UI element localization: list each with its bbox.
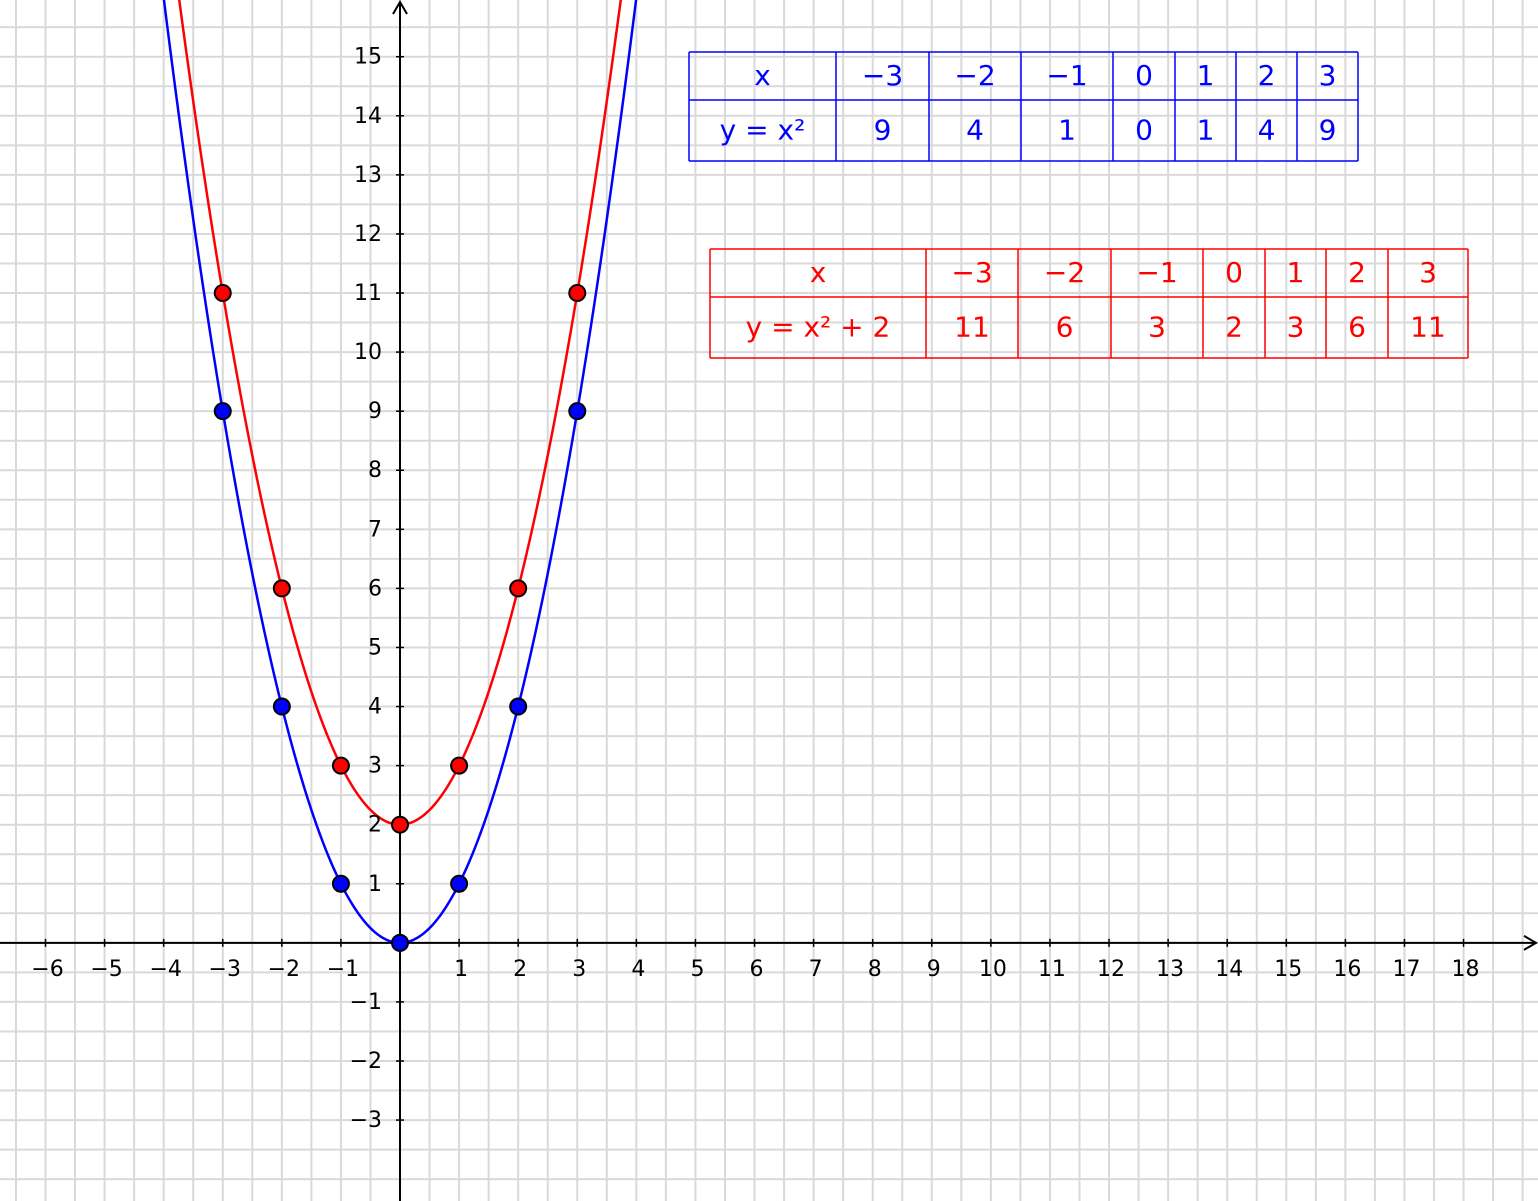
x-tick-label: 18 (1452, 957, 1480, 982)
table-cell: 0 (1135, 59, 1153, 92)
curves (162, 0, 638, 945)
x-tick-label: 10 (979, 957, 1007, 982)
table-cell: 3 (1287, 311, 1305, 344)
y-tick-label: 4 (368, 695, 382, 720)
y-tick-label: 2 (368, 813, 382, 838)
point (272, 579, 291, 598)
table-cell: 3 (1319, 59, 1337, 92)
table: x −3 −2 −1 0 1 2 3 y = x² + 2 11 6 3 2 3 6 11 (709, 248, 1469, 359)
table-cell: y = x² + 2 (746, 311, 891, 344)
table-cell: 9 (874, 114, 892, 147)
table-cell: 1 (1058, 114, 1076, 147)
point (568, 284, 587, 303)
table-cell: 1 (1197, 59, 1215, 92)
table-cell: −1 (1136, 256, 1177, 289)
x-tick-label: 16 (1333, 957, 1361, 982)
y-tick-label: 12 (354, 222, 382, 247)
y-tick-label: 10 (354, 340, 382, 365)
x-tick-label: 1 (454, 957, 468, 982)
table: x −3 −2 −1 0 1 2 3 y = x² 9 4 1 0 1 4 9 (688, 51, 1359, 162)
y-tick-label: 13 (354, 163, 382, 188)
table-cell: 9 (1319, 114, 1337, 147)
x-tick-label: 7 (809, 957, 823, 982)
point (272, 697, 291, 716)
y-tick-label: −3 (350, 1108, 382, 1133)
y-tick-label: 15 (354, 45, 382, 70)
point (568, 402, 587, 421)
table-cell: −2 (1044, 256, 1085, 289)
point (509, 579, 528, 598)
table-cell: 4 (1258, 114, 1276, 147)
y-tick-label: −2 (350, 1049, 382, 1074)
x-tick-label: −4 (149, 957, 181, 982)
x-tick-label: 9 (927, 957, 941, 982)
table-cell: x (810, 256, 827, 289)
y-tick-label: 5 (368, 635, 382, 660)
y-tick-label: −1 (350, 990, 382, 1015)
x-tick-label: 6 (750, 957, 764, 982)
curve (162, 0, 638, 945)
table-cell: 11 (1410, 311, 1446, 344)
point (213, 284, 232, 303)
table-cell: 2 (1258, 59, 1276, 92)
y-axis-arrow (392, 0, 408, 15)
x-tick-label: 17 (1392, 957, 1420, 982)
table-cell: −2 (954, 59, 995, 92)
table-cell: x (754, 59, 771, 92)
table-cell: 11 (954, 311, 990, 344)
point (509, 697, 528, 716)
table-cell: 3 (1419, 256, 1437, 289)
x-tick-label: −1 (327, 957, 359, 982)
x-tick-label: 2 (513, 957, 527, 982)
table-cell: 1 (1197, 114, 1215, 147)
point (331, 874, 350, 893)
table-cell: 2 (1348, 256, 1366, 289)
table-cell: −3 (951, 256, 992, 289)
table-cell: 0 (1225, 256, 1243, 289)
x-tick-label: −5 (90, 957, 122, 982)
x-tick-label: 12 (1097, 957, 1125, 982)
y-tick-label: 9 (368, 399, 382, 424)
x-tick-label: 4 (631, 957, 645, 982)
x-axis-arrow (1523, 934, 1538, 951)
table-cell: 6 (1348, 311, 1366, 344)
point (450, 756, 469, 775)
x-tick-label: 13 (1156, 957, 1184, 982)
point (331, 756, 350, 775)
table-cell: 2 (1225, 311, 1243, 344)
x-tick-label: 14 (1215, 957, 1243, 982)
point (213, 402, 232, 421)
table-cell: 4 (966, 114, 984, 147)
x-tick-label: 15 (1274, 957, 1302, 982)
y-tick-label: 7 (368, 517, 382, 542)
y-tick-label: 1 (368, 872, 382, 897)
curve (177, 0, 623, 826)
y-tick-label: 14 (354, 104, 382, 129)
y-tick-label: 11 (354, 281, 382, 306)
y-tick-label: 8 (368, 458, 382, 483)
point (391, 933, 410, 952)
y-tick-label: 6 (368, 576, 382, 601)
table-cell: 3 (1148, 311, 1166, 344)
x-tick-label: 11 (1038, 957, 1066, 982)
point (450, 874, 469, 893)
table-cell: 1 (1287, 256, 1305, 289)
x-tick-label: 8 (868, 957, 882, 982)
y-tick-label: 3 (368, 754, 382, 779)
x-tick-label: −6 (31, 957, 63, 982)
x-tick-label: −2 (268, 957, 300, 982)
table-cell: 6 (1056, 311, 1074, 344)
x-tick-label: 5 (690, 957, 704, 982)
point (391, 815, 410, 834)
x-tick-label: −3 (209, 957, 241, 982)
x-tick-label: 3 (572, 957, 586, 982)
table-cell: −3 (862, 59, 903, 92)
table-cell: y = x² (720, 114, 806, 147)
table-cell: 0 (1135, 114, 1153, 147)
table-cell: −1 (1046, 59, 1087, 92)
